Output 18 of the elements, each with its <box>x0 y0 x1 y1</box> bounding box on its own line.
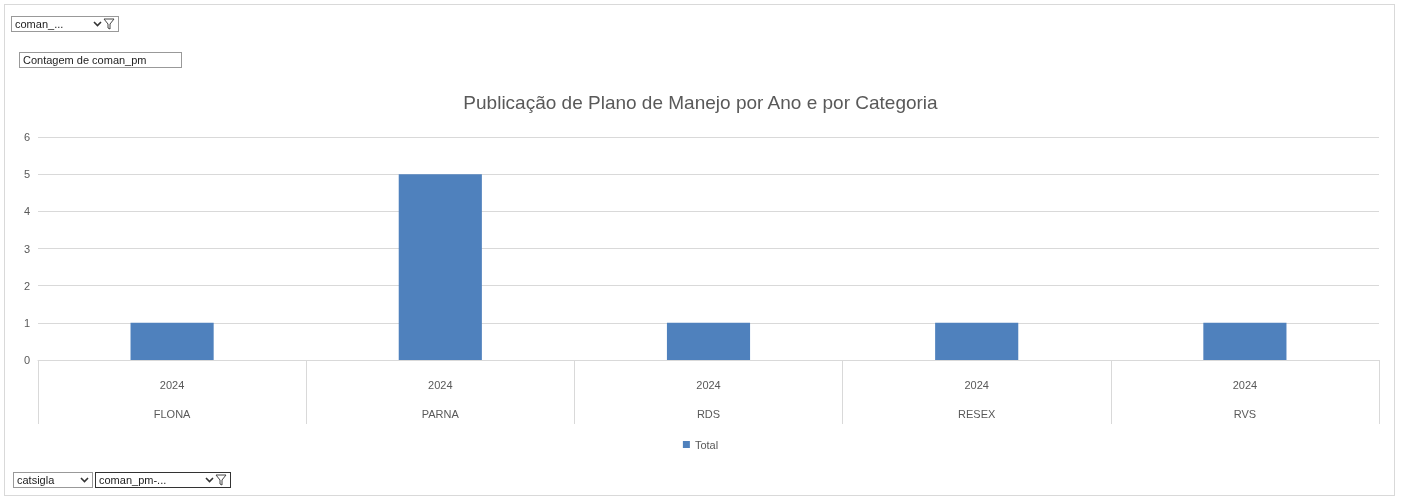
text: catsigla <box>17 474 56 486</box>
y-tick-label: 3 <box>23 242 30 255</box>
category-label: 2024 RVS <box>1232 378 1258 420</box>
text: coman_... <box>15 18 65 30</box>
y-tick-label: 6 <box>23 131 30 143</box>
category-label: 2024 FLONA <box>153 378 191 420</box>
text: Contagem de coman_pm <box>23 54 148 66</box>
y-tick-label: 0 <box>23 354 30 366</box>
y-tick-label: 1 <box>23 316 30 329</box>
category-label: 2024 RESEX <box>958 378 996 420</box>
legend-label: Total <box>694 438 719 451</box>
text: coman_pm-... <box>99 474 168 486</box>
chart-title: Publicação de Plano de Manejo por Ano e por Categoria <box>463 92 939 113</box>
y-tick-label: 4 <box>23 205 30 218</box>
y-tick-label: 5 <box>23 168 30 181</box>
category-label: 2024 RDS <box>696 378 721 420</box>
category-label: 2024 PARNA <box>421 378 459 420</box>
y-tick-label: 2 <box>23 279 30 292</box>
